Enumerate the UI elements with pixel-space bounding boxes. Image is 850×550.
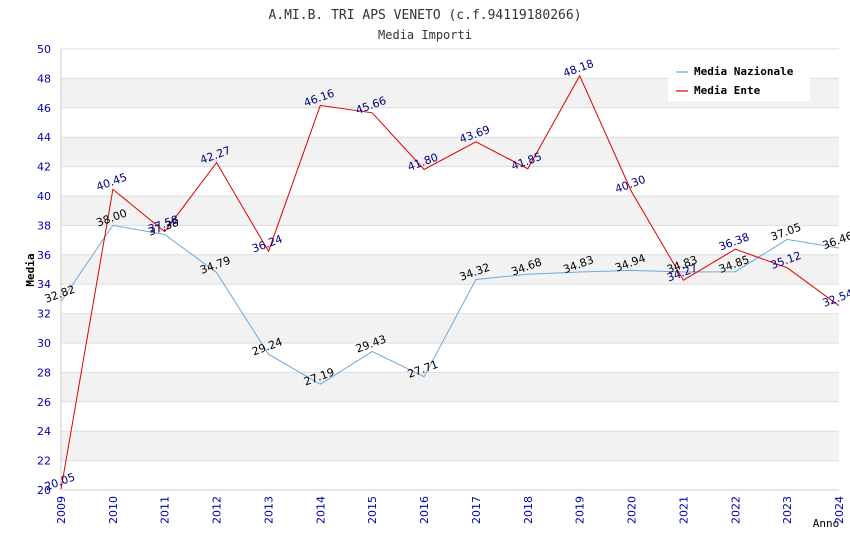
x-tick-label: 2009 bbox=[55, 496, 68, 524]
y-tick-label: 28 bbox=[37, 366, 51, 379]
x-tick-label: 2016 bbox=[418, 496, 431, 524]
x-tick-label: 2021 bbox=[677, 496, 690, 524]
y-tick-label: 40 bbox=[37, 190, 51, 203]
x-tick-label: 2015 bbox=[366, 496, 379, 524]
x-tick-label: 2012 bbox=[211, 496, 224, 524]
series-line-media-nazionale bbox=[60, 224, 840, 385]
y-tick-label: 24 bbox=[37, 425, 51, 438]
x-tick-label: 2010 bbox=[107, 496, 120, 524]
legend-label-media-ente: Media Ente bbox=[694, 84, 761, 97]
y-axis-label: Media bbox=[24, 253, 37, 286]
x-tick-label: 2018 bbox=[522, 496, 535, 524]
x-tick-label: 2017 bbox=[470, 496, 483, 524]
plot-band bbox=[61, 254, 839, 285]
y-tick-label: 44 bbox=[37, 131, 51, 144]
y-tick-label: 30 bbox=[37, 337, 51, 350]
plot-band bbox=[61, 196, 839, 226]
chart-subtitle: Media Importi bbox=[378, 28, 472, 42]
legend-box bbox=[668, 61, 810, 101]
plot-band bbox=[61, 137, 839, 167]
y-tick-label: 36 bbox=[37, 249, 51, 262]
y-tick-label: 38 bbox=[37, 219, 51, 232]
plot-band bbox=[61, 460, 839, 490]
y-axis-ticks: 20 22 24 26 28 30 32 34 36 38 40 42 44 46 48 50 bbox=[37, 43, 51, 497]
x-tick-label: 2019 bbox=[574, 496, 587, 524]
series-lines bbox=[60, 74, 840, 490]
x-tick-label: 2024 bbox=[833, 496, 846, 524]
x-tick-label: 2022 bbox=[729, 496, 742, 524]
plot-band bbox=[61, 107, 839, 138]
plot-bands bbox=[61, 49, 839, 490]
plot-band bbox=[61, 284, 839, 314]
x-axis-label: Anno bbox=[813, 517, 840, 530]
x-axis-ticks: 2009 2010 2011 2012 2013 2014 2015 2016 2017 2018… bbox=[55, 496, 846, 524]
legend-label-media-nazionale: Media Nazionale bbox=[694, 65, 794, 78]
y-tick-label: 42 bbox=[37, 161, 51, 174]
plot-band bbox=[61, 372, 839, 402]
y-tick-label: 26 bbox=[37, 396, 51, 409]
y-tick-label: 34 bbox=[37, 278, 51, 291]
x-tick-label: 2023 bbox=[781, 496, 794, 524]
series-line-media-ente bbox=[60, 74, 840, 490]
y-tick-label: 46 bbox=[37, 102, 51, 115]
plot-band bbox=[61, 343, 839, 373]
y-tick-label: 20 bbox=[37, 484, 51, 497]
chart-title: A.MI.B. TRI APS VENETO (c.f.94119180266) bbox=[268, 8, 581, 23]
x-tick-label: 2013 bbox=[262, 496, 275, 524]
y-tick-label: 50 bbox=[37, 43, 51, 56]
plot-band bbox=[61, 401, 839, 432]
y-tick-label: 22 bbox=[37, 455, 51, 468]
plot-band bbox=[61, 225, 839, 255]
x-tick-label: 2020 bbox=[626, 496, 639, 524]
x-tick-label: 2011 bbox=[159, 496, 172, 524]
y-tick-label: 48 bbox=[37, 72, 51, 85]
plot-band bbox=[61, 166, 839, 196]
x-tick-label: 2014 bbox=[314, 496, 327, 524]
plot-band bbox=[61, 431, 839, 461]
y-tick-label: 32 bbox=[37, 308, 51, 321]
legend: Media Nazionale Media Ente bbox=[668, 61, 810, 101]
